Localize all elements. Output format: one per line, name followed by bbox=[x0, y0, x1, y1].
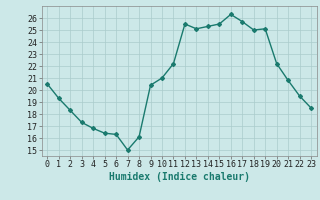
X-axis label: Humidex (Indice chaleur): Humidex (Indice chaleur) bbox=[109, 172, 250, 182]
